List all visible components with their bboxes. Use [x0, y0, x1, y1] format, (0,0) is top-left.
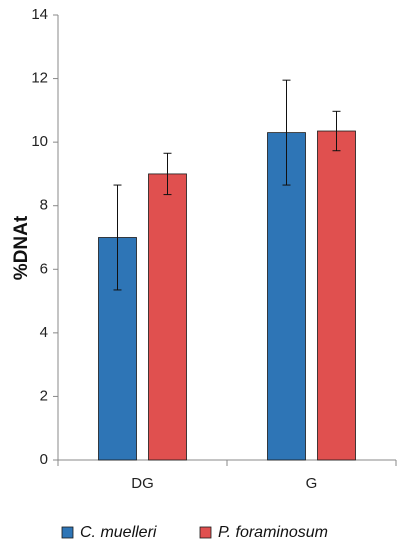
x-tick-label: DG: [131, 475, 154, 492]
y-tick-label: 4: [40, 324, 48, 341]
y-tick-label: 12: [31, 70, 48, 87]
bar: [267, 132, 306, 461]
bar: [317, 130, 356, 461]
error-bars: [113, 79, 341, 291]
y-tick-label: 0: [40, 451, 48, 468]
bars: [98, 130, 356, 461]
legend-label: C. muelleri: [80, 524, 157, 541]
x-axis: DG G: [57, 459, 397, 492]
y-tick-label: 8: [40, 197, 48, 214]
y-tick-label: 2: [40, 387, 48, 404]
legend-swatch: [199, 526, 212, 539]
x-tick-label: G: [306, 475, 318, 492]
legend-label: P. foraminosum: [218, 524, 328, 541]
y-axis: 0 2 4 6 8 10 12 14: [31, 6, 59, 468]
legend: C. muelleri P. foraminosum: [61, 524, 328, 541]
legend-swatch: [61, 526, 74, 539]
bar: [148, 173, 187, 461]
y-tick-label: 6: [40, 260, 48, 277]
y-tick-label: 14: [31, 6, 48, 23]
y-tick-label: 10: [31, 133, 48, 150]
y-axis-title: %DNAt: [11, 215, 32, 280]
